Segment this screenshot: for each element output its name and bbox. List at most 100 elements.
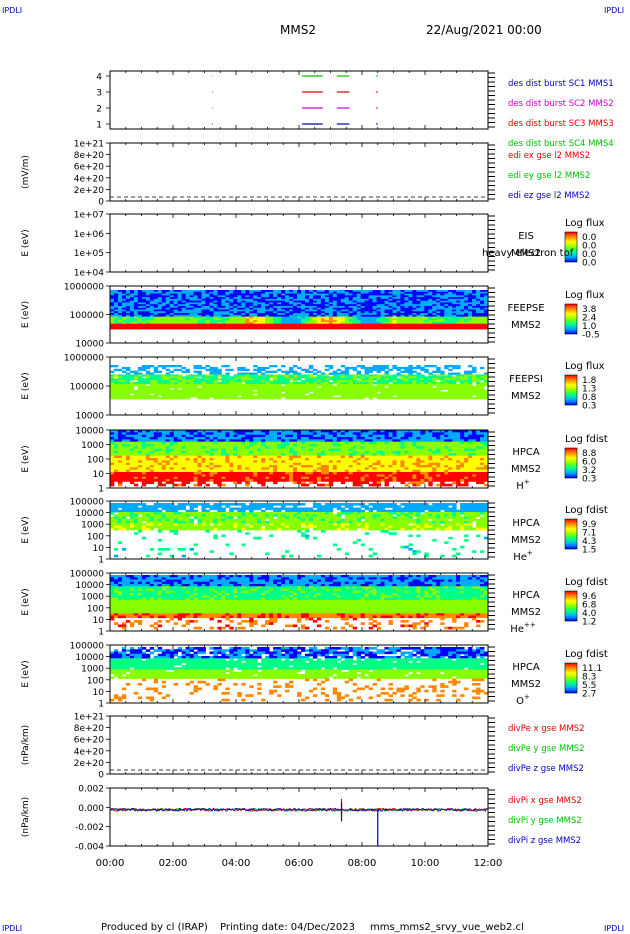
spectrogram-cell — [484, 313, 489, 316]
spectrogram-cell — [125, 323, 131, 326]
spectrogram-cell — [372, 365, 377, 368]
spectrogram-cell — [257, 376, 262, 379]
spectrogram-cell — [113, 295, 119, 298]
spectrogram-cell — [181, 298, 186, 302]
spectrogram-cell — [400, 297, 405, 300]
spectrogram-cell — [113, 455, 119, 459]
spectrogram-cell — [197, 378, 202, 381]
spectrogram-cell — [376, 295, 381, 298]
spectrogram-cell — [125, 434, 131, 438]
spectrogram-cell — [225, 382, 230, 385]
spectrogram-cell — [297, 300, 302, 303]
spectrogram-cell — [324, 397, 330, 400]
spectrogram-cell — [237, 439, 242, 443]
spectrogram-cell — [300, 320, 306, 323]
spectrogram-cell — [356, 298, 362, 302]
spectrogram-cell — [297, 455, 302, 459]
spectrogram-cell — [193, 387, 198, 390]
spectrogram-cell — [229, 378, 234, 381]
spectrogram-cell — [320, 397, 326, 400]
spectrogram-cell — [145, 481, 151, 485]
spectrogram-cell — [332, 389, 338, 392]
spectrogram-cell — [121, 451, 127, 454]
spectrogram-cell — [129, 321, 135, 325]
spectrogram-cell — [436, 383, 441, 387]
spectrogram-cell — [177, 465, 183, 468]
spectrogram-cell — [281, 385, 286, 389]
spectrogram-cell — [229, 321, 234, 325]
spectrogram-cell — [249, 432, 254, 436]
spectrogram-cell — [320, 387, 326, 390]
spectrogram-cell — [308, 376, 314, 379]
colorbar — [564, 303, 578, 335]
spectrogram-cell — [484, 321, 489, 325]
spectrogram-cell — [364, 372, 370, 375]
spectrogram-cell — [237, 397, 242, 400]
spectrogram-cell — [300, 327, 306, 330]
spectrogram-cell — [213, 467, 218, 471]
spectrogram-cell — [293, 479, 298, 482]
spectrogram-cell — [177, 365, 183, 368]
spectrogram-cell — [392, 391, 397, 394]
spectrogram-cell — [249, 372, 254, 375]
spectrogram-cell — [380, 325, 385, 328]
spectrogram-cell — [253, 302, 258, 305]
spectrogram-cell — [480, 297, 485, 300]
spectrogram-cell — [364, 327, 370, 330]
spectrogram-cell — [277, 307, 282, 310]
spectrogram-cell — [297, 293, 302, 296]
spectrogram-cell — [400, 307, 405, 310]
spectrogram-cell — [125, 439, 131, 443]
spectrogram-cell — [137, 460, 143, 464]
spectrogram-cell — [189, 434, 194, 438]
spectrogram-cell — [404, 325, 409, 328]
spectrogram-cell — [173, 323, 179, 326]
spectrogram-cell — [165, 481, 171, 485]
spectrogram-cell — [261, 476, 266, 480]
spectrogram-cell — [137, 321, 143, 325]
spectrogram-cell — [352, 389, 358, 392]
spectrogram-cell — [181, 378, 186, 381]
spectrogram-cell — [372, 304, 377, 307]
spectrogram-cell — [185, 448, 190, 452]
spectrogram-cell — [197, 397, 202, 400]
spectrogram-cell — [289, 376, 294, 379]
spectrogram-cell — [253, 453, 258, 457]
spectrogram-cell — [289, 474, 294, 478]
spectrogram-cell — [269, 469, 274, 473]
spectrogram-cell — [169, 458, 175, 461]
spectrogram-cell — [110, 460, 115, 464]
spectrogram-cell — [197, 395, 202, 398]
spectrogram-cell — [245, 316, 250, 319]
spectrogram-cell — [452, 397, 457, 400]
spectrogram-cell — [484, 395, 489, 398]
spectrogram-cell — [344, 323, 350, 326]
spectrogram-cell — [336, 327, 342, 330]
spectrogram-cell — [113, 462, 119, 466]
spectrogram-cell — [476, 314, 481, 317]
spectrogram-cell — [181, 472, 186, 475]
spectrogram-cell — [404, 370, 409, 373]
spectrogram-cell — [464, 290, 469, 293]
spectrogram-cell — [364, 300, 370, 303]
spectrogram-cell — [269, 302, 274, 305]
spectrogram-cell — [253, 327, 258, 330]
spectrogram-cell — [113, 391, 119, 394]
spectrogram-cell — [181, 474, 186, 478]
spectrogram-cell — [380, 395, 385, 398]
spectrogram-cell — [400, 300, 405, 303]
spectrogram-cell — [110, 309, 115, 312]
spectrogram-cell — [332, 316, 338, 319]
spectrogram-cell — [189, 374, 194, 377]
spectrogram-cell — [110, 434, 115, 438]
spectrogram-cell — [448, 391, 453, 394]
spectrogram-cell — [424, 382, 429, 385]
spectrogram-cell — [464, 314, 469, 317]
spectrogram-cell — [169, 383, 175, 387]
spectrogram-cell — [225, 462, 230, 466]
spectrogram-cell — [189, 432, 194, 436]
spectrogram-cell — [416, 316, 421, 319]
spectrogram-cell — [261, 383, 266, 387]
spectrogram-cell — [213, 460, 218, 464]
spectrogram-cell — [165, 460, 171, 464]
